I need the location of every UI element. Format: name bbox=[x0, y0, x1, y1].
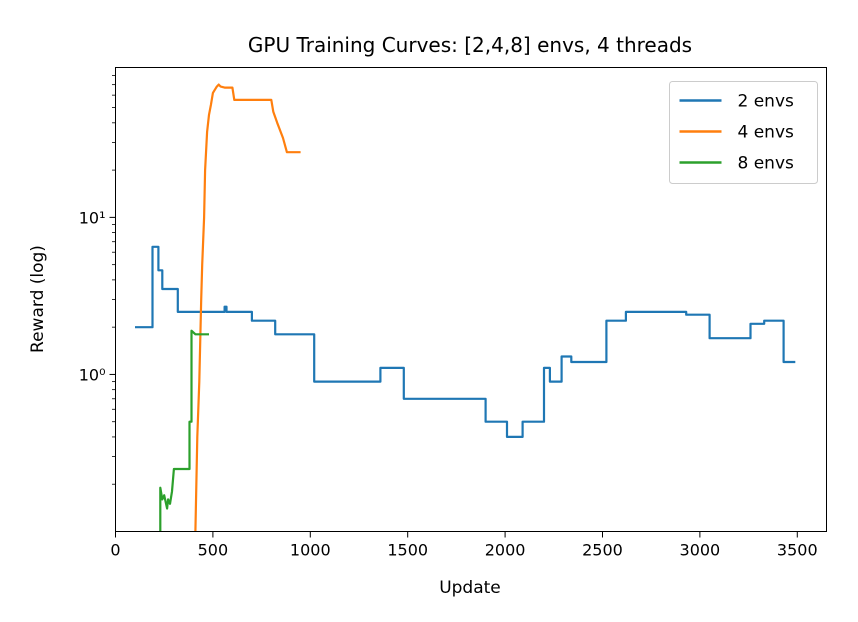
y-axis-label: Reward (log) bbox=[28, 245, 48, 353]
x-tick-label: 0 bbox=[110, 541, 120, 560]
x-tick-label: 2000 bbox=[485, 541, 526, 560]
plot-area bbox=[135, 83, 796, 532]
x-tick-label: 1000 bbox=[290, 541, 331, 560]
chart-title: GPU Training Curves: [2,4,8] envs, 4 thr… bbox=[248, 33, 692, 57]
legend-label-8-envs: 8 envs bbox=[738, 154, 795, 174]
x-tick-label: 1500 bbox=[387, 541, 428, 560]
legend-label-2-envs: 2 envs bbox=[738, 92, 795, 112]
y-tick-label: 10⁰ bbox=[79, 365, 106, 384]
legend: 2 envs 4 envs 8 envs bbox=[669, 81, 818, 184]
x-axis-label: Update bbox=[439, 578, 501, 598]
y-tick-label: 10¹ bbox=[79, 208, 106, 227]
series-line-8-envs bbox=[159, 329, 209, 532]
y-axis: 10⁰ 10¹ bbox=[79, 75, 116, 485]
x-tick-label: 3500 bbox=[777, 541, 818, 560]
x-tick-label: 2500 bbox=[582, 541, 623, 560]
x-tick-label: 3000 bbox=[680, 541, 721, 560]
series-line-4-envs bbox=[194, 83, 301, 532]
x-tick-label: 500 bbox=[198, 541, 229, 560]
legend-label-4-envs: 4 envs bbox=[738, 123, 795, 143]
x-axis: 0 500 1000 1500 2000 2500 3000 3500 bbox=[110, 531, 818, 560]
legend-box bbox=[669, 81, 818, 184]
series-line-2-envs bbox=[135, 245, 796, 438]
